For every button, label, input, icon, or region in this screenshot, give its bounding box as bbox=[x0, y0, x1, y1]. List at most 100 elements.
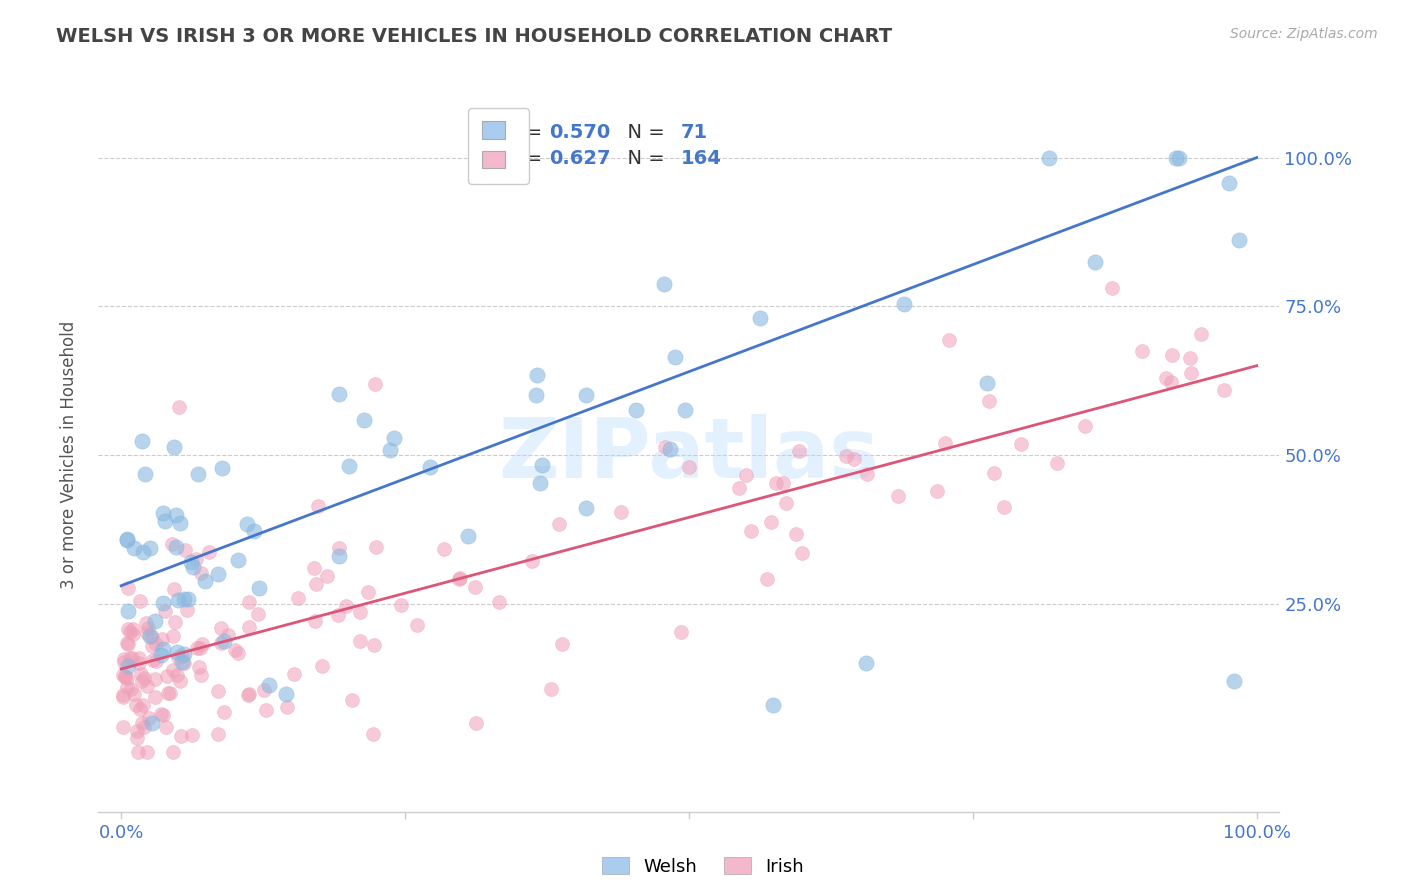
Point bbox=[337, 458, 360, 473]
Point bbox=[842, 452, 865, 467]
Point bbox=[340, 693, 363, 707]
Point bbox=[112, 688, 135, 702]
Point bbox=[364, 376, 387, 391]
Point bbox=[115, 672, 138, 686]
Point bbox=[361, 727, 384, 741]
Point bbox=[128, 656, 150, 670]
Point bbox=[145, 614, 167, 628]
Point bbox=[253, 683, 276, 698]
Point bbox=[162, 663, 184, 677]
Point bbox=[134, 467, 156, 482]
Point bbox=[364, 540, 387, 554]
Point bbox=[449, 571, 471, 585]
Point bbox=[132, 545, 155, 559]
Point bbox=[530, 458, 553, 472]
Point bbox=[328, 541, 350, 555]
Point bbox=[209, 621, 232, 635]
Text: Source: ZipAtlas.com: Source: ZipAtlas.com bbox=[1230, 27, 1378, 41]
Point bbox=[153, 604, 176, 618]
Point bbox=[316, 569, 339, 583]
Point bbox=[243, 524, 266, 538]
Point bbox=[165, 508, 187, 523]
Point bbox=[236, 689, 259, 703]
Point bbox=[1046, 456, 1069, 470]
Point bbox=[1038, 151, 1060, 165]
Point bbox=[117, 622, 139, 636]
Point bbox=[328, 387, 350, 401]
Point bbox=[993, 500, 1015, 515]
Point bbox=[187, 467, 209, 482]
Y-axis label: 3 or more Vehicles in Household: 3 or more Vehicles in Household bbox=[59, 321, 77, 589]
Point bbox=[120, 682, 142, 697]
Point bbox=[488, 595, 510, 609]
Point bbox=[728, 481, 751, 495]
Point bbox=[117, 658, 139, 673]
Point bbox=[759, 516, 782, 530]
Point bbox=[787, 444, 810, 458]
Point bbox=[1218, 177, 1240, 191]
Point bbox=[141, 639, 163, 653]
Legend: Welsh, Irish: Welsh, Irish bbox=[595, 850, 811, 883]
Text: 164: 164 bbox=[681, 150, 721, 169]
Point bbox=[197, 545, 219, 559]
Point bbox=[548, 516, 571, 531]
Point bbox=[122, 687, 145, 701]
Point bbox=[145, 655, 167, 669]
Point bbox=[673, 403, 696, 417]
Point bbox=[162, 536, 184, 550]
Point bbox=[1101, 281, 1123, 295]
Text: 71: 71 bbox=[681, 123, 707, 142]
Point bbox=[785, 527, 807, 541]
Point bbox=[575, 501, 598, 516]
Point bbox=[129, 667, 152, 681]
Point bbox=[141, 630, 163, 644]
Point bbox=[114, 669, 136, 683]
Point bbox=[190, 667, 212, 681]
Point bbox=[173, 543, 195, 558]
Point bbox=[112, 720, 135, 734]
Point bbox=[117, 532, 139, 546]
Point bbox=[180, 555, 202, 569]
Point bbox=[207, 727, 229, 741]
Point bbox=[135, 679, 157, 693]
Point bbox=[136, 745, 159, 759]
Point bbox=[136, 625, 159, 640]
Point bbox=[551, 636, 574, 650]
Point bbox=[765, 475, 787, 490]
Point bbox=[141, 653, 163, 667]
Legend: , : , bbox=[468, 108, 529, 184]
Point bbox=[380, 442, 402, 457]
Point bbox=[790, 546, 813, 560]
Point bbox=[734, 468, 756, 483]
Point bbox=[1189, 327, 1212, 342]
Point bbox=[433, 542, 456, 557]
Text: ZIPatlas: ZIPatlas bbox=[499, 415, 879, 495]
Point bbox=[405, 617, 427, 632]
Point bbox=[166, 649, 188, 664]
Point bbox=[1180, 366, 1202, 380]
Point bbox=[173, 648, 195, 662]
Point bbox=[1074, 418, 1097, 433]
Point bbox=[117, 581, 139, 595]
Point bbox=[172, 655, 194, 669]
Point bbox=[128, 651, 150, 665]
Point bbox=[382, 431, 405, 445]
Point bbox=[1212, 384, 1234, 398]
Text: N =: N = bbox=[614, 123, 676, 142]
Point bbox=[166, 644, 188, 658]
Point bbox=[167, 401, 190, 415]
Point bbox=[835, 449, 858, 463]
Point bbox=[131, 674, 153, 689]
Point bbox=[180, 728, 202, 742]
Point bbox=[127, 745, 149, 759]
Point bbox=[238, 595, 260, 609]
Point bbox=[762, 698, 785, 712]
Point bbox=[122, 541, 145, 556]
Point bbox=[217, 628, 239, 642]
Point bbox=[1010, 437, 1032, 451]
Point bbox=[132, 698, 155, 713]
Point bbox=[145, 637, 167, 651]
Point bbox=[659, 442, 682, 456]
Point bbox=[167, 593, 190, 607]
Text: N =: N = bbox=[614, 150, 671, 169]
